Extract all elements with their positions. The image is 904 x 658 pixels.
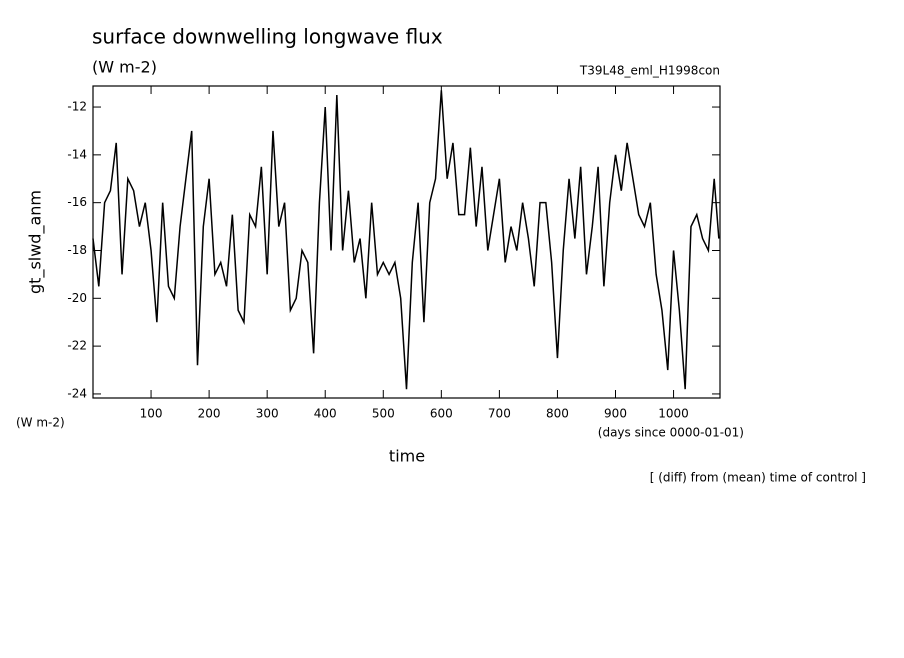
x-tick-label: 800 — [546, 407, 569, 421]
x-tick-label: 700 — [488, 407, 511, 421]
run-label: T39L48_eml_H1998con — [579, 64, 720, 78]
plot-frame — [92, 85, 721, 399]
x-tick-label: 600 — [430, 407, 453, 421]
y-tick-label: -12 — [67, 100, 87, 114]
subtitle: (W m-2) — [92, 58, 157, 77]
y-tick-label: -14 — [67, 147, 87, 161]
y-unit: (W m-2) — [16, 416, 65, 430]
y-tick-label: -20 — [67, 291, 87, 305]
chart-title: surface downwelling longwave flux — [92, 25, 443, 49]
x-tick-label: 200 — [198, 407, 221, 421]
x-tick-label: 100 — [140, 407, 163, 421]
y-tick-label: -18 — [67, 243, 87, 257]
y-tick-label: -22 — [67, 339, 87, 353]
x-tick-label: 500 — [372, 407, 395, 421]
y-tick-label: -16 — [67, 195, 87, 209]
x-tick-label: 400 — [314, 407, 337, 421]
note: [ (diff) from (mean) time of control ] — [650, 471, 866, 485]
x-tick-label: 1000 — [658, 407, 689, 421]
y-axis-label: gt_slwd_anm — [26, 190, 46, 294]
x-tick-label: 900 — [604, 407, 627, 421]
x-axis-label: time — [389, 447, 425, 466]
y-tick-label: -24 — [67, 386, 87, 400]
x-tick-label: 300 — [256, 407, 279, 421]
x-unit: (days since 0000-01-01) — [598, 426, 744, 440]
data-line — [92, 90, 720, 390]
